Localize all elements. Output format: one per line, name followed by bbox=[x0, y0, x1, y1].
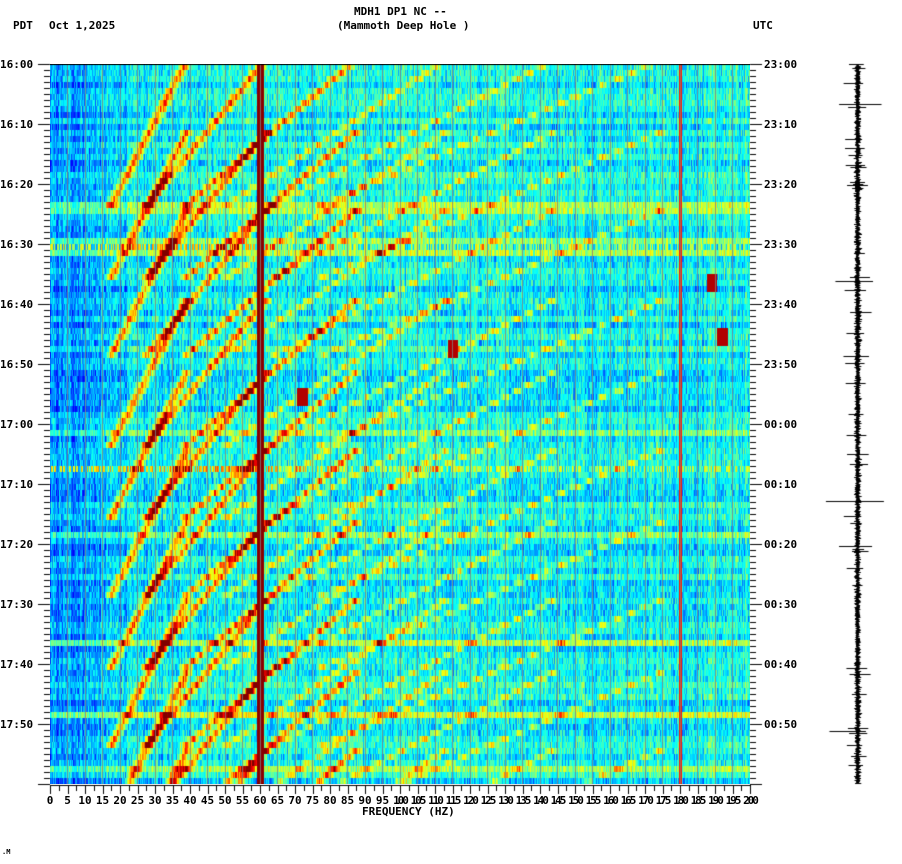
x-tick-label: 100 bbox=[393, 794, 409, 807]
x-tick-label: 165 bbox=[620, 794, 637, 807]
x-tick-label: 65 bbox=[270, 794, 285, 807]
x-tick-label: 35 bbox=[165, 794, 180, 807]
y-tick-label-left: 17:00 bbox=[0, 418, 34, 431]
x-tick-label: 95 bbox=[375, 794, 390, 807]
y-tick-label-right: 23:40 bbox=[764, 298, 798, 311]
y-tick-label-right: 00:00 bbox=[764, 418, 798, 431]
y-tick-label-left: 17:20 bbox=[0, 538, 34, 551]
left-timezone-label: PDT bbox=[13, 19, 33, 32]
y-tick-label-left: 16:40 bbox=[0, 298, 34, 311]
x-tick-label: 15 bbox=[95, 794, 110, 807]
y-tick-label-right: 23:10 bbox=[764, 118, 798, 131]
x-tick-label: 110 bbox=[428, 794, 444, 807]
x-tick-label: 155 bbox=[585, 794, 602, 807]
x-tick-label: 85 bbox=[340, 794, 355, 807]
x-tick-label: 115 bbox=[445, 794, 462, 807]
x-tick-label: 0 bbox=[46, 794, 54, 807]
y-tick-label-right: 23:30 bbox=[764, 238, 798, 251]
x-tick-label: 145 bbox=[550, 794, 567, 807]
y-tick-label-left: 16:50 bbox=[0, 358, 34, 371]
y-tick-label-left: 16:30 bbox=[0, 238, 34, 251]
y-tick-label-right: 23:00 bbox=[764, 58, 798, 71]
x-tick-label: 10 bbox=[78, 794, 92, 807]
y-tick-label-left: 17:10 bbox=[0, 478, 34, 491]
y-tick-label-right: 00:30 bbox=[764, 598, 798, 611]
y-tick-label-left: 16:00 bbox=[0, 58, 34, 71]
x-tick-label: 150 bbox=[568, 794, 584, 807]
x-tick-label: 195 bbox=[725, 794, 742, 807]
x-tick-label: 30 bbox=[148, 794, 162, 807]
station-title: MDH1 DP1 NC -- bbox=[354, 5, 447, 18]
x-tick-label: 185 bbox=[690, 794, 707, 807]
x-tick-label: 5 bbox=[64, 794, 71, 807]
y-tick-label-left: 16:20 bbox=[0, 178, 34, 191]
x-tick-label: 180 bbox=[673, 794, 689, 807]
x-tick-label: 200 bbox=[743, 794, 759, 807]
y-tick-label-right: 00:50 bbox=[764, 718, 798, 731]
spectrogram-heatmap bbox=[50, 64, 750, 784]
x-axis-title: FREQUENCY (HZ) bbox=[362, 805, 455, 818]
x-tick-label: 80 bbox=[323, 794, 337, 807]
y-tick-label-right: 00:20 bbox=[764, 538, 798, 551]
x-tick-label: 50 bbox=[218, 794, 232, 807]
y-tick-label-right: 23:20 bbox=[764, 178, 798, 191]
date-label: Oct 1,2025 bbox=[49, 19, 116, 32]
right-timezone-label: UTC bbox=[753, 19, 773, 32]
y-tick-label-left: 17:50 bbox=[0, 718, 34, 731]
station-subtitle: (Mammoth Deep Hole ) bbox=[337, 19, 470, 32]
seismogram-trace bbox=[820, 60, 900, 790]
x-tick-label: 120 bbox=[463, 794, 479, 807]
x-tick-label: 25 bbox=[130, 794, 145, 807]
x-tick-label: 40 bbox=[183, 794, 197, 807]
x-tick-label: 70 bbox=[288, 794, 302, 807]
x-tick-label: 90 bbox=[358, 794, 372, 807]
y-tick-label-left: 17:40 bbox=[0, 658, 34, 671]
y-tick-label-right: 00:40 bbox=[764, 658, 798, 671]
x-tick-label: 175 bbox=[655, 794, 672, 807]
y-tick-label-right: 00:10 bbox=[764, 478, 798, 491]
y-tick-label-right: 23:50 bbox=[764, 358, 798, 371]
footer-mark: .M bbox=[2, 848, 11, 856]
x-tick-label: 140 bbox=[533, 794, 549, 807]
x-tick-label: 60 bbox=[253, 794, 267, 807]
x-tick-label: 170 bbox=[638, 794, 654, 807]
x-tick-label: 160 bbox=[603, 794, 619, 807]
x-tick-label: 75 bbox=[305, 794, 320, 807]
y-tick-label-left: 16:10 bbox=[0, 118, 34, 131]
x-tick-label: 125 bbox=[480, 794, 497, 807]
x-tick-label: 105 bbox=[410, 794, 427, 807]
x-tick-label: 190 bbox=[708, 794, 724, 807]
y-tick-label-left: 17:30 bbox=[0, 598, 34, 611]
x-tick-label: 135 bbox=[515, 794, 532, 807]
x-tick-label: 20 bbox=[113, 794, 127, 807]
x-tick-label: 45 bbox=[200, 794, 215, 807]
x-tick-label: 130 bbox=[498, 794, 514, 807]
x-tick-label: 55 bbox=[235, 794, 250, 807]
